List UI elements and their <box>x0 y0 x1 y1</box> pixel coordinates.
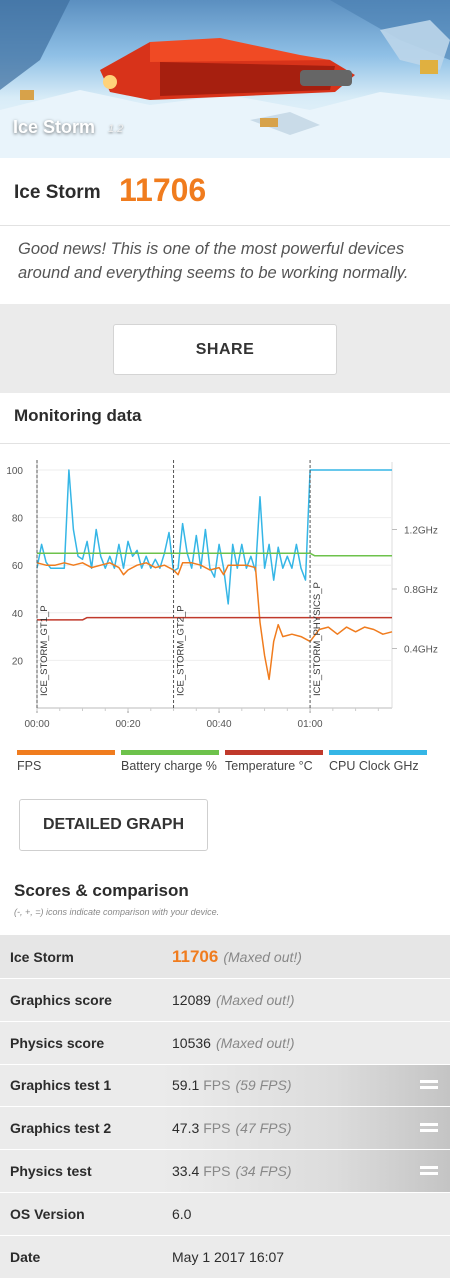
row-extra: (Maxed out!) <box>215 991 295 1008</box>
row-number: May 1 2017 16:07 <box>172 1248 285 1265</box>
scores-title: Scores & comparison <box>14 881 189 900</box>
row-number: 12089 <box>172 991 211 1008</box>
legend-label: Temperature °C <box>225 759 313 773</box>
y-right-tick-label: 0.4GHz <box>404 645 438 656</box>
y-tick-label: 20 <box>12 656 24 667</box>
monitoring-chart[interactable]: 100 80 60 40 20 1.2GHz 0.8GHz 0.4GHz 00:00 00:20 0… <box>0 445 450 743</box>
table-row: Ice Storm 11706 (Maxed out!) <box>0 935 450 979</box>
hero-banner: Ice Storm 1.2 <box>0 0 450 158</box>
comparison-bar <box>162 1064 450 1107</box>
row-number: 33.4 <box>172 1163 200 1180</box>
y-tick-label: 60 <box>12 561 24 572</box>
table-row: Physics score 10536 (Maxed out!) <box>0 1021 450 1065</box>
row-extra: (47 FPS) <box>235 1120 292 1137</box>
row-number: 59.1 <box>172 1077 200 1094</box>
comparison-bar <box>162 1150 450 1192</box>
divider <box>0 225 450 226</box>
series-line-temperature-c <box>37 616 392 621</box>
row-number: 11706 <box>172 946 219 966</box>
section-label: ICE_STORM_GT1_P <box>39 605 50 696</box>
row-value: May 1 2017 16:07 <box>172 1236 284 1278</box>
scores-table: Ice Storm 11706 (Maxed out!) Graphics sco… <box>0 935 450 1279</box>
legend-label: FPS <box>17 759 42 773</box>
row-label: OS Version <box>10 1205 85 1222</box>
row-value: 33.4 FPS (34 FPS) <box>172 1150 292 1192</box>
table-row: OS Version 6.0 <box>0 1192 450 1236</box>
divider <box>0 443 450 444</box>
y-right-tick-label: 1.2GHz <box>404 526 438 537</box>
row-value: 59.1 FPS (59 FPS) <box>172 1065 292 1107</box>
row-number: 47.3 <box>172 1120 200 1137</box>
score-message: Good news! This is one of the most power… <box>18 240 409 282</box>
row-value: 10536 (Maxed out!) <box>172 1022 295 1064</box>
monitoring-title: Monitoring data <box>14 406 142 425</box>
score-card: Ice Storm 11706 Good news! This is one o… <box>0 158 450 304</box>
row-label: Physics test <box>10 1163 92 1180</box>
x-tick-label: 01:00 <box>298 719 323 730</box>
section-label: ICE_STORM_GT2_P <box>176 605 187 696</box>
y-right-tick-label: 0.8GHz <box>404 585 438 596</box>
section-label: ICE_STORM_PHYSICS_P <box>312 582 323 696</box>
table-row[interactable]: Graphics test 1 59.1 FPS (59 FPS) <box>0 1064 450 1108</box>
row-unit: FPS <box>203 1120 231 1137</box>
detailed-graph-button[interactable]: DETAILED GRAPH <box>19 799 208 851</box>
table-row: Date May 1 2017 16:07 <box>0 1235 450 1279</box>
monitoring-card: Monitoring data 100 80 60 40 20 1.2GHz 0.8GHz 0… <box>0 393 450 1280</box>
series-line-battery-charge- <box>37 552 392 557</box>
row-extra: (34 FPS) <box>235 1163 292 1180</box>
y-tick-label: 40 <box>12 609 24 620</box>
legend-swatch <box>225 750 323 755</box>
x-tick-label: 00:00 <box>24 719 49 730</box>
scores-note: (-, +, =) icons indicate comparison with… <box>14 907 220 917</box>
legend-swatch <box>121 750 219 755</box>
ice-storm-artwork <box>0 0 450 158</box>
benchmark-name: Ice Storm <box>14 182 101 203</box>
row-extra: (59 FPS) <box>235 1077 292 1094</box>
row-label: Graphics test 1 <box>10 1077 112 1094</box>
legend-swatch <box>329 750 427 755</box>
share-button[interactable]: SHARE <box>113 324 337 375</box>
series-line-cpu-clock-ghz <box>36 469 392 605</box>
equal-icon <box>420 1165 438 1177</box>
row-number: 10536 <box>172 1034 211 1051</box>
legend-swatch <box>17 750 115 755</box>
table-row[interactable]: Graphics test 2 47.3 FPS (47 FPS) <box>0 1107 450 1151</box>
x-tick-label: 00:20 <box>116 719 141 730</box>
y-tick-label: 80 <box>12 514 24 525</box>
row-value: 47.3 FPS (47 FPS) <box>172 1107 292 1149</box>
row-value: 6.0 <box>172 1193 191 1235</box>
legend-label: Battery charge % <box>121 759 217 773</box>
row-extra: (Maxed out!) <box>215 1034 295 1051</box>
hero-version: 1.2 <box>108 123 124 135</box>
benchmark-score: 11706 <box>119 172 207 208</box>
row-label: Physics score <box>10 1034 105 1051</box>
legend-label: CPU Clock GHz <box>329 759 419 773</box>
table-row: Graphics score 12089 (Maxed out!) <box>0 979 450 1022</box>
row-number: 6.0 <box>172 1205 192 1222</box>
x-tick-label: 00:40 <box>207 719 232 730</box>
y-tick-label: 100 <box>6 466 23 477</box>
row-label: Date <box>10 1248 41 1265</box>
row-value: 12089 (Maxed out!) <box>172 979 295 1021</box>
hero-title: Ice Storm <box>13 117 96 137</box>
equal-icon <box>420 1122 438 1134</box>
row-unit: FPS <box>203 1163 231 1180</box>
row-unit: FPS <box>203 1077 231 1094</box>
table-row[interactable]: Physics test 33.4 FPS (34 FPS) <box>0 1150 450 1193</box>
row-value: 11706 (Maxed out!) <box>172 935 302 978</box>
row-label: Ice Storm <box>10 948 74 965</box>
row-label: Graphics test 2 <box>10 1120 112 1137</box>
row-extra: (Maxed out!) <box>223 948 302 965</box>
equal-icon <box>420 1079 438 1091</box>
comparison-bar <box>162 1107 450 1150</box>
series-line-fps <box>36 562 393 681</box>
row-label: Graphics score <box>10 991 112 1008</box>
